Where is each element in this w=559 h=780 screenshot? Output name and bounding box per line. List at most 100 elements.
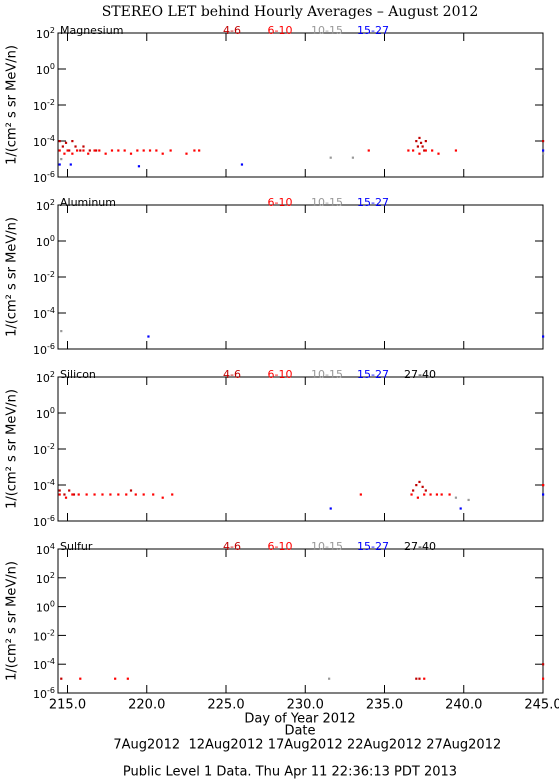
y-tick-label: 10-2	[33, 98, 55, 114]
data-point	[117, 493, 120, 496]
y-tick-label: 10-6	[33, 170, 55, 186]
data-point	[123, 149, 126, 152]
y-tick-exponent: -4	[47, 478, 55, 487]
data-point	[328, 677, 331, 680]
panel-label: Sulfur	[60, 540, 93, 553]
y-tick-exponent: 2	[50, 26, 55, 35]
data-point	[68, 149, 71, 152]
plot-frame	[57, 204, 544, 350]
y-tick-exponent: -6	[47, 342, 55, 351]
y-tick-exponent: 2	[50, 570, 55, 579]
data-point	[416, 496, 419, 499]
legend-entry: 4-6	[223, 540, 241, 553]
data-point	[79, 677, 82, 680]
y-tick-base: 10	[33, 136, 47, 149]
data-point	[424, 149, 427, 152]
data-point	[542, 152, 545, 155]
date-tick-label: 17Aug2012	[268, 738, 343, 753]
data-point	[367, 149, 370, 152]
data-point	[129, 152, 133, 155]
data-point	[171, 493, 174, 496]
data-point	[110, 149, 114, 152]
y-tick-base: 10	[36, 544, 50, 557]
y-tick-label: 102	[36, 198, 55, 214]
y-axis-label: 1/(cm² s sr MeV/n)	[5, 45, 20, 165]
plot-frame	[57, 376, 544, 522]
y-tick-exponent: 2	[50, 370, 55, 379]
y-tick-base: 10	[33, 172, 47, 185]
legend-entry: 15-27	[357, 368, 389, 381]
legend-entry: 27-40	[404, 368, 436, 381]
x-axis-label: Day of Year 2012	[244, 712, 355, 727]
y-tick-base: 10	[36, 200, 50, 213]
y-tick-label: 100	[36, 599, 55, 615]
data-point	[415, 140, 418, 143]
data-point	[407, 149, 410, 152]
data-point	[63, 152, 66, 155]
y-tick-label: 10-4	[33, 657, 55, 673]
data-point	[185, 152, 188, 155]
x-tick-label: 220.0	[128, 698, 165, 713]
data-point	[440, 493, 443, 496]
data-point	[58, 140, 61, 143]
data-point	[421, 145, 424, 148]
y-tick-label: 10-6	[33, 686, 55, 702]
data-point	[93, 493, 96, 496]
data-point	[72, 493, 76, 496]
y-tick-base: 10	[36, 573, 50, 586]
y-tick-exponent: 0	[50, 62, 55, 71]
panel-label: Magnesium	[60, 24, 123, 37]
date-label: Date	[284, 724, 315, 739]
legend-entry: 15-27	[357, 540, 389, 553]
data-point	[542, 663, 545, 666]
data-point	[329, 156, 332, 159]
data-point	[416, 145, 419, 148]
data-point	[64, 496, 68, 499]
data-point	[423, 149, 426, 152]
data-point	[437, 152, 440, 155]
data-point	[412, 149, 415, 152]
y-tick-label: 100	[36, 406, 55, 422]
x-tick-label: 235.0	[366, 698, 403, 713]
y-tick-exponent: -2	[47, 270, 55, 279]
data-point	[87, 152, 90, 155]
data-point	[161, 496, 164, 499]
data-point	[109, 493, 112, 496]
data-point	[193, 149, 196, 152]
y-tick-exponent: 0	[50, 234, 55, 243]
y-tick-base: 10	[33, 659, 47, 672]
y-tick-base: 10	[33, 444, 47, 457]
y-tick-label: 10-2	[33, 628, 55, 644]
data-point	[148, 149, 152, 152]
data-point	[93, 149, 96, 152]
legend-entry: 15-27	[357, 196, 389, 209]
y-tick-base: 10	[33, 272, 47, 285]
data-point	[359, 493, 362, 496]
data-point	[142, 493, 145, 496]
data-point	[82, 145, 85, 148]
data-point	[69, 163, 72, 166]
data-point	[240, 163, 244, 166]
legend-entry: 10-15	[311, 540, 343, 553]
data-point	[125, 493, 128, 496]
data-point	[71, 140, 74, 143]
y-tick-base: 10	[36, 408, 50, 421]
data-point	[421, 485, 424, 488]
y-axis-label: 1/(cm² s sr MeV/n)	[5, 389, 20, 509]
data-point	[76, 149, 79, 152]
data-point	[147, 335, 150, 338]
y-tick-base: 10	[33, 688, 47, 701]
data-point	[169, 149, 172, 152]
y-tick-label: 10-6	[33, 514, 55, 530]
data-point	[114, 677, 117, 680]
date-tick-label: 12Aug2012	[188, 738, 263, 753]
y-axis-label: 1/(cm² s sr MeV/n)	[5, 561, 20, 681]
data-point	[61, 145, 64, 148]
data-point	[542, 484, 545, 487]
data-point	[58, 149, 61, 152]
y-tick-exponent: -6	[47, 686, 55, 695]
data-point	[423, 493, 426, 496]
legend-entry: 6-10	[268, 540, 293, 553]
data-point	[155, 149, 158, 152]
